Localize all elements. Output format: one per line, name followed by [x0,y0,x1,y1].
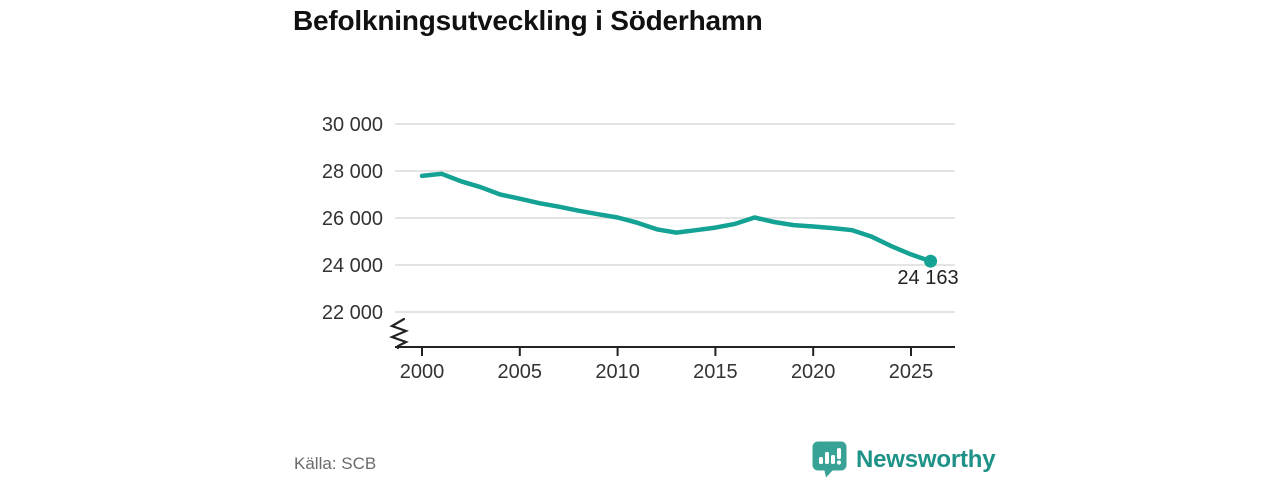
newsworthy-logo[interactable]: Newsworthy [812,441,996,478]
x-tick-label: 2025 [889,361,934,383]
y-tick-label: 24 000 [322,255,383,277]
last-value-label: 24 163 [897,267,958,289]
x-tick-label: 2020 [791,361,836,383]
chart-title: Befolkningsutveckling i Söderhamn [293,5,763,36]
y-tick-label: 28 000 [322,161,383,183]
x-axis-labels: 2000 2005 2010 2015 2020 2025 [400,361,934,383]
y-tick-label: 26 000 [322,208,383,230]
x-tick-label: 2005 [498,361,543,383]
x-tick-label: 2010 [595,361,640,383]
y-tick-label: 22 000 [322,302,383,324]
gridlines [395,123,955,313]
x-tick-label: 2015 [693,361,738,383]
population-line [419,171,933,264]
x-tick-label: 2000 [400,361,445,383]
y-axis-labels: 30 000 28 000 26 000 24 000 22 000 [322,114,383,324]
bar-chart-speech-bubble-icon [812,441,847,478]
last-data-point [924,254,938,268]
brand-name: Newsworthy [856,445,996,473]
y-tick-label: 30 000 [322,114,383,136]
y-axis-break-zigzag [388,317,410,350]
source-note: Källa: SCB [294,454,377,473]
x-axis [395,346,955,356]
